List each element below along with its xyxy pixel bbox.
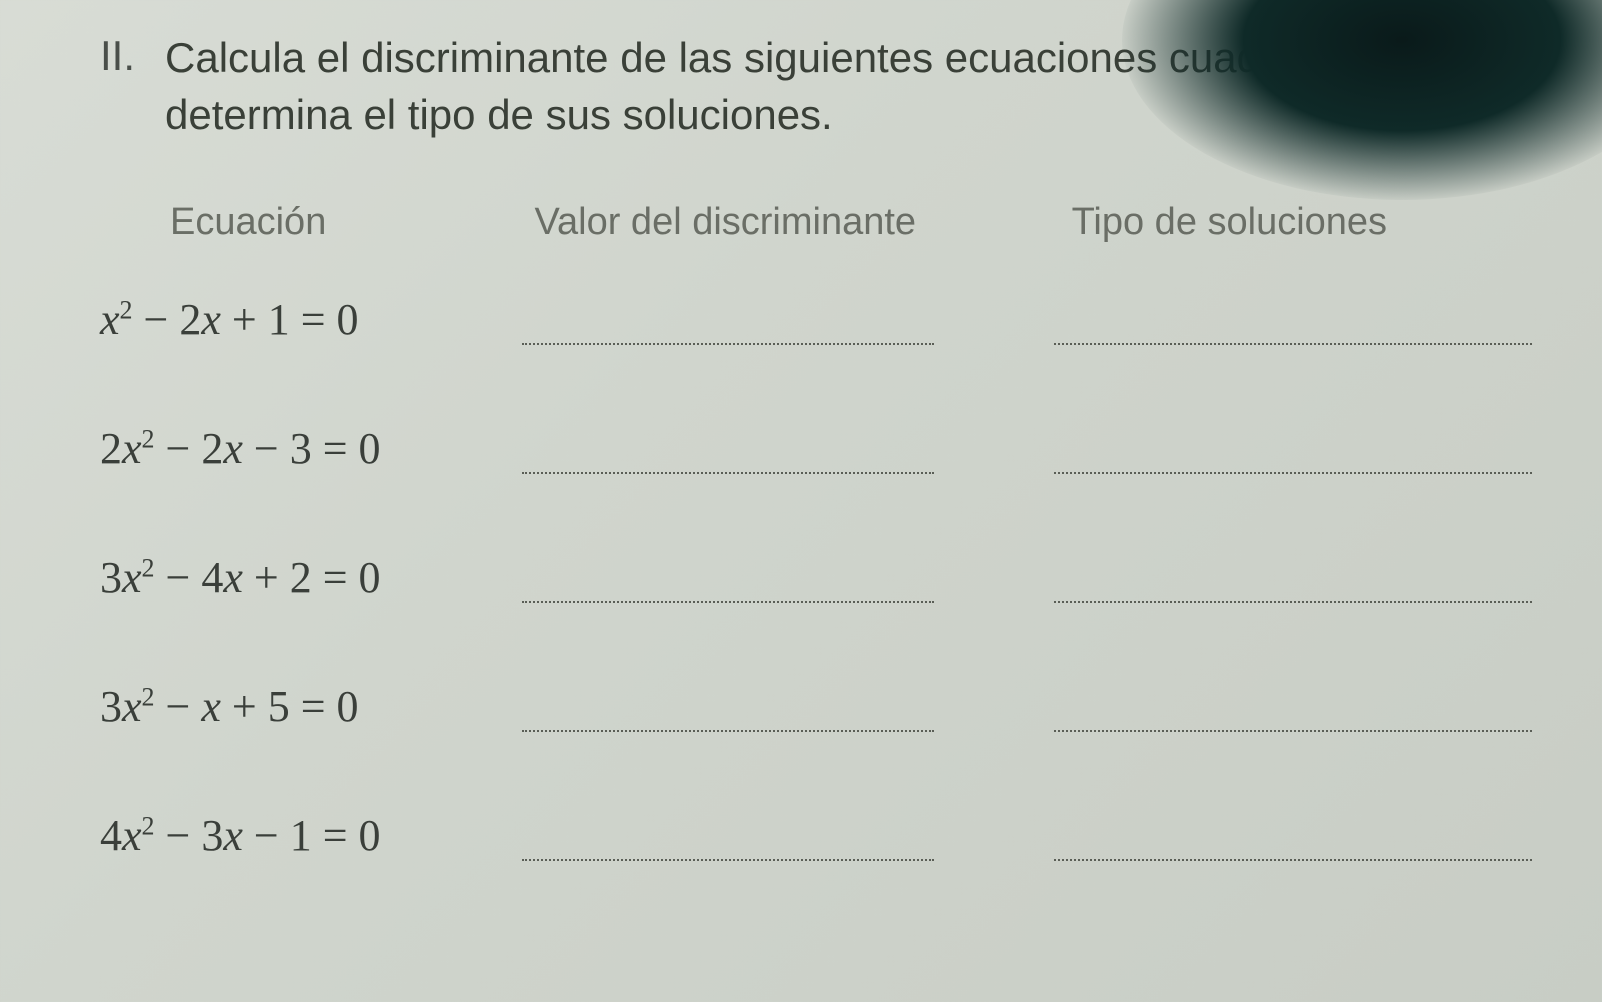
header-equation: Ecuación: [170, 201, 534, 244]
instruction-text: Calcula el discriminante de las siguient…: [165, 30, 1532, 143]
equation-rows: x2 − 2x + 1 = 0 2x2 − 2x − 3 = 0 3x2 − 4…: [100, 294, 1532, 861]
equation-4: 3x2 − x + 5 = 0: [100, 681, 522, 732]
equation-3: 3x2 − 4x + 2 = 0: [100, 552, 522, 603]
column-headers: Ecuación Valor del discriminante Tipo de…: [170, 201, 1532, 244]
equation-5: 4x2 − 3x − 1 = 0: [100, 810, 522, 861]
equation-2: 2x2 − 2x − 3 = 0: [100, 423, 522, 474]
equation-1: x2 − 2x + 1 = 0: [100, 294, 522, 345]
blank-discriminant[interactable]: [522, 303, 934, 345]
blank-solution[interactable]: [1054, 690, 1532, 732]
equation-row: 3x2 − x + 5 = 0: [100, 681, 1532, 732]
equation-row: 4x2 − 3x − 1 = 0: [100, 810, 1532, 861]
equation-row: x2 − 2x + 1 = 0: [100, 294, 1532, 345]
instruction-block: II. Calcula el discriminante de las sigu…: [100, 30, 1532, 143]
section-number: II.: [100, 30, 135, 83]
equation-row: 3x2 − 4x + 2 = 0: [100, 552, 1532, 603]
blank-solution[interactable]: [1054, 432, 1532, 474]
blank-discriminant[interactable]: [522, 690, 934, 732]
blank-discriminant[interactable]: [522, 819, 934, 861]
equation-row: 2x2 − 2x − 3 = 0: [100, 423, 1532, 474]
header-discriminant: Valor del discriminante: [534, 201, 1071, 244]
blank-solution[interactable]: [1054, 819, 1532, 861]
header-solution: Tipo de soluciones: [1072, 201, 1532, 244]
blank-discriminant[interactable]: [522, 561, 934, 603]
blank-solution[interactable]: [1054, 561, 1532, 603]
blank-solution[interactable]: [1054, 303, 1532, 345]
blank-discriminant[interactable]: [522, 432, 934, 474]
worksheet-page: II. Calcula el discriminante de las sigu…: [0, 0, 1602, 861]
